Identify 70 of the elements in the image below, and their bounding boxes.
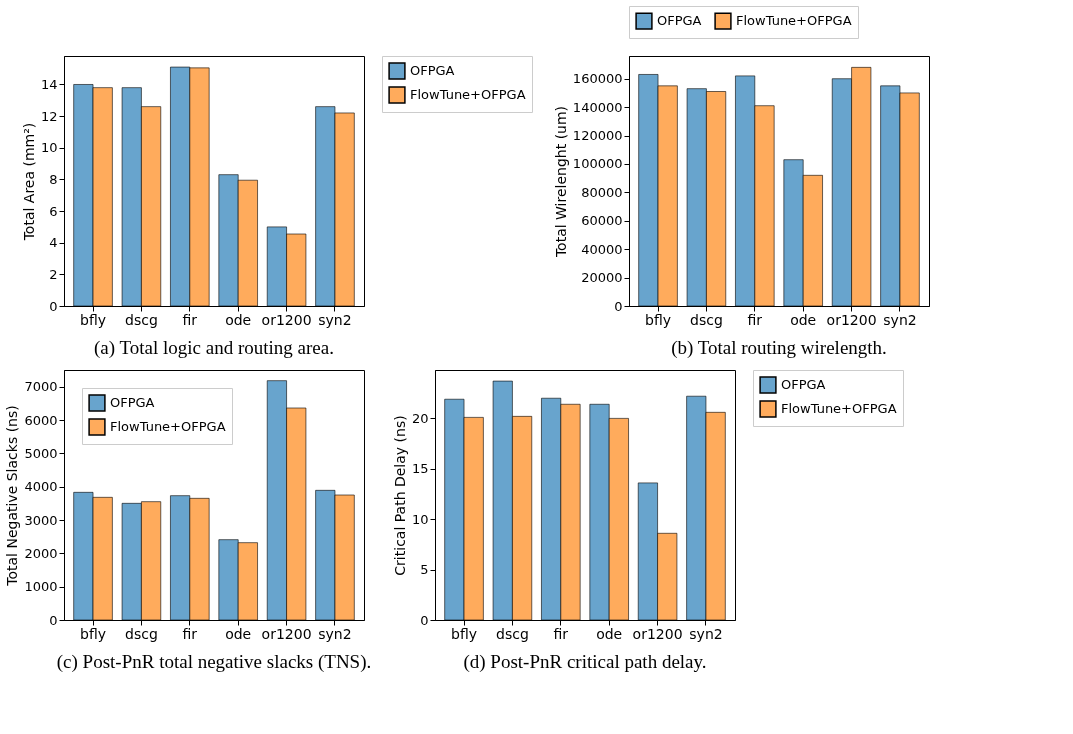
text: (a) Total logic and routing area. [94, 337, 334, 359]
y-tick-label: 5 [420, 562, 429, 578]
x-tick-label: dscg [125, 625, 158, 642]
y-tick-label: 10 [40, 140, 58, 156]
legend-label: OFPGA [110, 395, 155, 410]
x-tick-label: bfly [80, 625, 107, 642]
legend-label: FlowTune+OFPGA [110, 419, 226, 434]
text: (c) Post-PnR total negative slacks (TNS). [56, 651, 372, 673]
x-tick-label: fir [182, 311, 198, 328]
x-tick-label: ode [596, 625, 623, 642]
y-tick-label: 140000 [572, 99, 623, 115]
legend-label: OFPGA [657, 13, 702, 29]
y-tick-label: 100000 [572, 156, 623, 172]
legend-label: FlowTune+OFPGA [410, 87, 526, 102]
legend-label: FlowTune+OFPGA [781, 401, 897, 416]
legend-label: OFPGA [410, 63, 455, 78]
x-tick-label: syn2 [318, 625, 352, 642]
x-tick-label: ode [225, 625, 252, 642]
y-tick-label: 12 [40, 108, 58, 124]
y-tick-label: 4000 [24, 479, 58, 495]
x-tick-label: or1200 [261, 625, 312, 642]
y-tick-label: 8 [49, 171, 58, 187]
y-axis-title: Total Wirelenght (um) [552, 105, 569, 259]
y-tick-label: 0 [420, 612, 429, 628]
y-tick-label: 0 [49, 612, 58, 628]
x-tick-label: fir [182, 625, 198, 642]
y-tick-label: 40000 [581, 241, 623, 257]
y-tick-label: 80000 [581, 184, 623, 200]
x-tick-label: fir [553, 625, 569, 642]
x-tick-label: syn2 [318, 311, 352, 328]
y-tick-label: 2 [49, 266, 58, 282]
y-tick-label: 0 [49, 298, 58, 314]
x-tick-label: fir [747, 311, 763, 328]
x-tick-label: ode [225, 311, 252, 328]
y-tick-label: 60000 [581, 213, 623, 229]
text: (b) Total routing wirelength. [671, 337, 887, 359]
y-axis-title: Total Negative Slacks (ns) [4, 405, 21, 587]
legend-label: OFPGA [781, 377, 826, 392]
x-tick-label: bfly [80, 311, 107, 328]
text: (d) Post-PnR critical path delay. [463, 651, 707, 673]
y-axis-title: Total Area (mm²) [20, 122, 37, 242]
x-tick-label: ode [790, 311, 817, 328]
x-tick-label: bfly [451, 625, 478, 642]
y-tick-label: 10 [411, 511, 429, 527]
y-tick-label: 1000 [24, 579, 58, 595]
y-tick-label: 20000 [581, 270, 623, 286]
y-axis-title: Critical Path Delay (ns) [391, 415, 408, 576]
y-tick-label: 160000 [572, 71, 623, 87]
x-tick-label: syn2 [883, 311, 917, 328]
x-tick-label: dscg [690, 311, 723, 328]
y-tick-label: 3000 [24, 512, 58, 528]
x-tick-label: or1200 [632, 625, 683, 642]
x-tick-label: dscg [125, 311, 158, 328]
y-tick-label: 0 [614, 298, 623, 314]
x-tick-label: or1200 [261, 311, 312, 328]
y-tick-label: 4 [49, 235, 58, 251]
y-tick-label: 5000 [24, 445, 58, 461]
y-tick-label: 6000 [24, 412, 58, 428]
y-tick-label: 14 [40, 76, 58, 92]
y-tick-label: 2000 [24, 545, 58, 561]
y-tick-label: 6 [49, 203, 58, 219]
legend-label: FlowTune+OFPGA [736, 13, 852, 29]
y-tick-label: 15 [411, 461, 429, 477]
y-tick-label: 7000 [24, 379, 58, 395]
x-tick-label: or1200 [826, 311, 877, 328]
x-tick-label: bfly [645, 311, 672, 328]
x-tick-label: dscg [496, 625, 529, 642]
y-tick-label: 120000 [572, 128, 623, 144]
x-tick-label: syn2 [689, 625, 723, 642]
y-tick-label: 20 [411, 410, 429, 426]
